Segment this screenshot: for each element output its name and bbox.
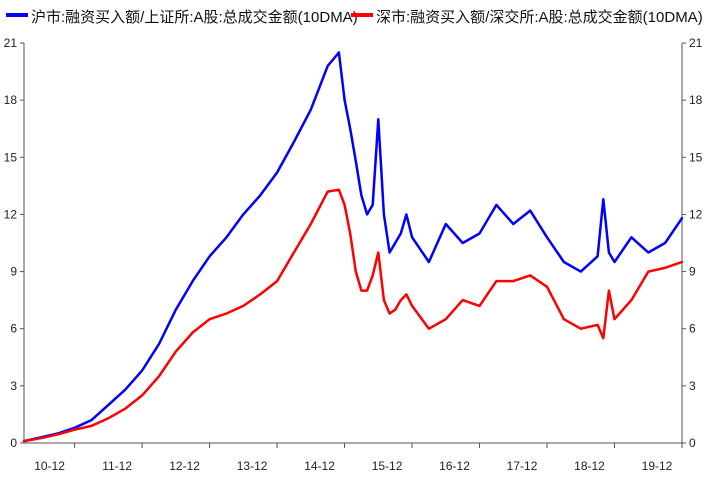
y-tick-label-left: 9 [10,265,17,279]
x-tick-label: 17-12 [507,459,538,473]
legend-item-1: 沪市:融资买入额/上证所:A股:总成交金额(10DMA) [6,8,358,26]
axes: 0 0 3 3 6 6 9 9 12 12 15 15 18 18 21 21 10-12 11-12 12-12 1… [4,36,703,473]
y-tick-label-right: 21 [689,36,703,50]
y-tick-label-left: 0 [10,436,17,450]
y-tick-label-left: 15 [4,150,18,164]
x-tick-label: 10-12 [34,459,65,473]
plot-area [22,51,684,443]
y-tick-label-right: 18 [689,93,703,107]
y-tick-label-left: 6 [10,322,17,336]
y-tick-label-right: 9 [689,265,696,279]
y-tick-label-right: 12 [689,207,703,221]
legend-swatch-2 [351,13,373,17]
series-line-2 [22,188,684,443]
y-tick-label-right: 15 [689,150,703,164]
x-tick-label: 13-12 [237,459,268,473]
y-tick-label-right: 6 [689,322,696,336]
legend-item-2: 深市:融资买入额/深交所:A股:总成交金额(10DMA) [351,8,703,26]
y-tick-label-right: 3 [689,379,696,393]
legend-label-2: 深市:融资买入额/深交所:A股:总成交金额(10DMA) [376,8,703,26]
x-tick-label: 11-12 [102,459,132,473]
y-tick-label-left: 3 [10,379,17,393]
legend-label-1: 沪市:融资买入额/上证所:A股:总成交金额(10DMA) [31,8,358,26]
x-tick-label: 19-12 [642,459,673,473]
x-tick-label: 12-12 [169,459,200,473]
series-line-1 [22,51,684,443]
y-tick-label-right: 0 [689,436,696,450]
x-tick-label: 15-12 [372,459,403,473]
y-tick-label-left: 18 [4,93,18,107]
x-tick-label: 18-12 [574,459,605,473]
y-tick-label-left: 21 [4,36,18,50]
legend-swatch-1 [6,13,28,17]
y-tick-label-left: 12 [4,207,18,221]
legend: 沪市:融资买入额/上证所:A股:总成交金额(10DMA) 深市:融资买入额/深交… [6,8,703,26]
x-tick-label: 16-12 [439,459,470,473]
x-tick-label: 14-12 [304,459,335,473]
